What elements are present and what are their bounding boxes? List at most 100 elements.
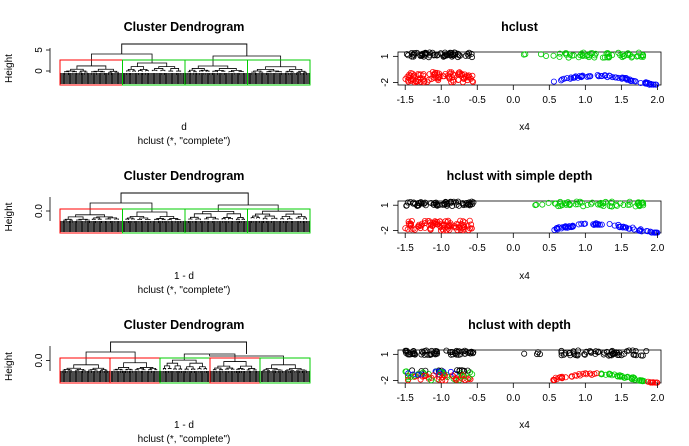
data-point	[639, 52, 646, 59]
data-point	[619, 51, 626, 58]
y-tick-label: 0.0	[34, 204, 45, 218]
data-point	[591, 52, 598, 59]
data-point	[595, 73, 602, 80]
data-point	[404, 374, 411, 381]
data-point	[455, 202, 462, 209]
x-tick-label: -1.0	[433, 95, 451, 106]
data-point	[449, 351, 456, 358]
data-point	[628, 54, 635, 61]
data-point	[588, 201, 595, 208]
x-tick-label: 1.0	[578, 393, 592, 404]
data-point	[580, 203, 587, 210]
data-point	[566, 349, 573, 356]
data-point	[466, 74, 473, 81]
data-point	[650, 81, 657, 88]
data-point	[456, 348, 463, 355]
data-point	[411, 350, 418, 357]
data-point	[407, 198, 414, 205]
x-tick-label: 0.0	[506, 243, 520, 254]
x-tick-label: 0.0	[506, 393, 520, 404]
data-point	[405, 52, 412, 59]
data-point	[434, 51, 441, 58]
x-tick-label: 2.0	[650, 243, 664, 254]
data-point	[578, 73, 585, 80]
data-point	[407, 221, 414, 228]
data-point	[569, 223, 576, 230]
data-point	[591, 370, 598, 377]
data-point	[436, 371, 443, 378]
data-point	[646, 81, 653, 88]
data-point	[464, 367, 471, 374]
data-point	[444, 200, 451, 207]
data-point	[558, 225, 565, 232]
data-point	[456, 367, 463, 374]
top-merge	[121, 43, 248, 56]
data-point	[636, 227, 643, 234]
data-point	[605, 50, 612, 57]
data-point	[450, 198, 457, 205]
data-point	[620, 201, 627, 208]
data-point	[571, 74, 578, 81]
data-point	[441, 73, 448, 80]
data-point	[446, 222, 453, 229]
x-tick-label: -1.5	[397, 95, 415, 106]
data-point	[626, 76, 633, 83]
data-point	[441, 200, 448, 207]
x-tick-label: -0.5	[469, 95, 487, 106]
data-point	[465, 227, 472, 234]
y-axis-label: Height	[4, 54, 15, 83]
x-tick-label: -0.5	[469, 393, 487, 404]
data-point	[578, 199, 585, 206]
y-tick-label: 5	[34, 47, 45, 53]
data-point	[463, 201, 470, 208]
data-point	[596, 221, 603, 228]
data-point	[468, 221, 475, 228]
data-point	[606, 72, 613, 79]
data-point	[426, 49, 433, 56]
data-point	[447, 368, 454, 375]
plot-box	[397, 51, 662, 86]
panel-title: Cluster Dendrogram	[124, 169, 245, 183]
data-point	[606, 220, 613, 227]
data-point	[411, 226, 418, 233]
data-point	[428, 377, 435, 384]
data-point	[651, 229, 658, 236]
data-point	[429, 49, 436, 56]
data-point	[631, 376, 638, 383]
data-point	[579, 53, 586, 60]
data-point	[574, 352, 581, 359]
data-point	[568, 74, 575, 81]
x-tick-label: -1.5	[397, 243, 415, 254]
data-point	[639, 352, 646, 359]
subtitle: hclust (*, "complete")	[138, 285, 231, 296]
plot-box	[397, 200, 662, 234]
data-point	[632, 347, 639, 354]
data-point	[626, 225, 633, 232]
data-point	[566, 51, 573, 58]
data-point	[418, 351, 425, 358]
data-point	[574, 201, 581, 208]
data-point	[601, 349, 608, 356]
data-point	[433, 221, 440, 228]
data-point	[584, 201, 591, 208]
x-axis-label: d	[181, 122, 187, 133]
data-point	[537, 351, 544, 358]
data-point	[631, 351, 638, 358]
data-point	[628, 78, 635, 85]
panel-title: hclust with depth	[468, 318, 571, 332]
y-tick-label: -2	[380, 226, 391, 235]
x-tick-label: 1.5	[614, 243, 628, 254]
data-point	[581, 351, 588, 358]
data-point	[593, 370, 600, 377]
data-point	[551, 200, 558, 207]
data-point	[594, 221, 601, 228]
data-point	[415, 223, 422, 230]
data-point	[427, 219, 434, 226]
data-point	[550, 377, 557, 384]
data-point	[589, 199, 596, 206]
x-tick-label: -1.0	[433, 393, 451, 404]
data-point	[599, 54, 606, 61]
data-point	[623, 348, 630, 355]
data-point	[521, 350, 528, 357]
data-point	[652, 81, 659, 88]
